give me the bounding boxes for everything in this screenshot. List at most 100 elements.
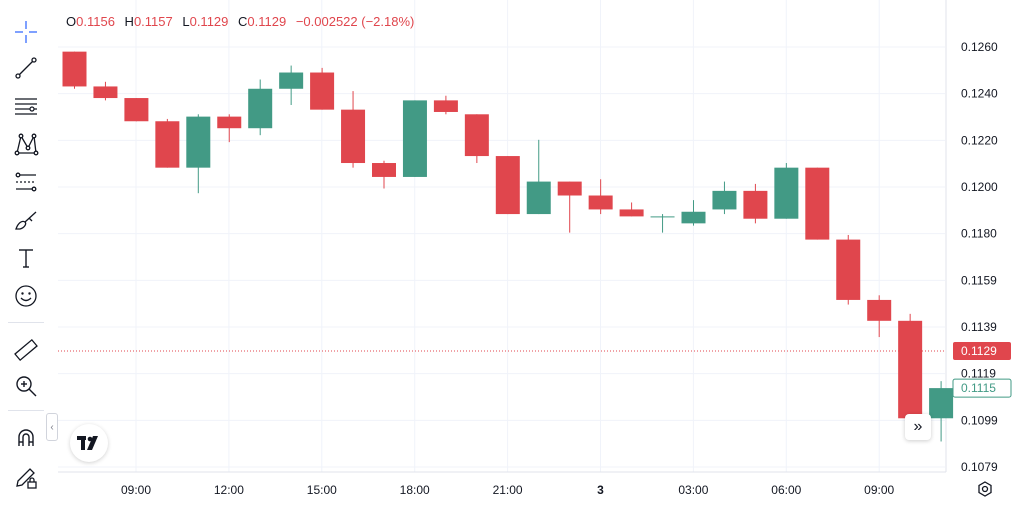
price-tick-label: 0.1240 bbox=[961, 87, 998, 101]
price-tick-label: 0.1139 bbox=[961, 320, 997, 334]
price-tick-label: 0.1099 bbox=[961, 413, 998, 427]
fib-tool-icon[interactable] bbox=[8, 164, 44, 200]
scroll-to-realtime-button[interactable]: » bbox=[905, 414, 931, 440]
horizontal-lines-icon[interactable] bbox=[8, 88, 44, 124]
emoji-icon[interactable] bbox=[8, 278, 44, 314]
lock-pencil-icon[interactable] bbox=[8, 460, 44, 496]
close-value: 0.1129 bbox=[247, 14, 287, 29]
candle-body bbox=[248, 88, 273, 129]
candle bbox=[619, 202, 644, 217]
candle bbox=[310, 67, 335, 110]
candle-body bbox=[650, 216, 675, 218]
time-tick-label: 21:00 bbox=[493, 483, 523, 497]
candle-body bbox=[588, 195, 613, 210]
zoom-in-icon[interactable] bbox=[8, 368, 44, 404]
ruler-icon[interactable] bbox=[8, 332, 44, 368]
candle bbox=[650, 214, 675, 233]
candle bbox=[124, 98, 149, 122]
price-tick-label: 0.1180 bbox=[961, 227, 997, 241]
candle-body bbox=[433, 100, 458, 112]
candle-body bbox=[743, 190, 768, 219]
candle-body bbox=[712, 190, 737, 210]
candle bbox=[464, 114, 489, 164]
time-tick-label: 18:00 bbox=[400, 483, 430, 497]
time-tick-label: 3 bbox=[597, 483, 604, 497]
crosshair-icon[interactable] bbox=[8, 14, 44, 50]
candle-body bbox=[526, 181, 551, 215]
candle bbox=[929, 381, 954, 442]
time-tick-label: 09:00 bbox=[864, 483, 894, 497]
candle-body bbox=[93, 86, 118, 99]
candle-body bbox=[341, 109, 366, 164]
candle bbox=[743, 183, 768, 224]
trend-line-icon[interactable] bbox=[8, 50, 44, 86]
chart-grid bbox=[58, 0, 947, 473]
low-value: 0.1129 bbox=[189, 14, 229, 29]
candle-body bbox=[402, 100, 427, 177]
open-key: O bbox=[66, 14, 77, 29]
candle bbox=[62, 51, 87, 89]
toolbar-separator bbox=[8, 410, 44, 411]
text-icon[interactable] bbox=[8, 240, 44, 276]
pattern-icon[interactable] bbox=[8, 126, 44, 162]
candle bbox=[279, 65, 304, 106]
current-price-label: 0.1115 bbox=[961, 381, 996, 395]
price-tick-label: 0.1220 bbox=[961, 133, 998, 147]
candle bbox=[93, 81, 118, 101]
price-tick-label: 0.1159 bbox=[961, 273, 997, 287]
time-tick-label: 09:00 bbox=[121, 483, 151, 497]
candle-body bbox=[495, 156, 520, 215]
candle-body bbox=[186, 116, 211, 168]
candle-body bbox=[867, 299, 892, 321]
candle-body bbox=[217, 116, 242, 129]
candle-body bbox=[557, 181, 582, 196]
brush-icon[interactable] bbox=[8, 202, 44, 238]
candle-body bbox=[372, 163, 396, 177]
candle-body bbox=[898, 320, 923, 419]
candle-body bbox=[681, 211, 706, 224]
price-tick-label: 0.1119 bbox=[961, 367, 996, 381]
candle-body bbox=[619, 209, 644, 217]
last-price-label: 0.1129 bbox=[961, 344, 997, 358]
low-key: L bbox=[182, 14, 190, 29]
toolbar-collapse-button[interactable]: ‹ bbox=[46, 413, 58, 441]
candle-body bbox=[310, 72, 335, 110]
time-tick-label: 03:00 bbox=[678, 483, 708, 497]
close-key: C bbox=[238, 14, 248, 29]
candle-body bbox=[929, 388, 954, 419]
candle-body bbox=[774, 167, 799, 219]
magnet-icon[interactable] bbox=[8, 420, 44, 456]
candle bbox=[186, 114, 211, 194]
tradingview-logo[interactable] bbox=[70, 424, 108, 462]
candle bbox=[402, 100, 427, 177]
price-tick-label: 0.1200 bbox=[961, 180, 998, 194]
candle bbox=[712, 181, 737, 215]
candle bbox=[372, 160, 396, 189]
candle bbox=[588, 179, 613, 215]
candle-body bbox=[805, 167, 830, 240]
price-markers: 0.1129 0.1115 bbox=[58, 341, 1012, 398]
candle bbox=[867, 295, 892, 338]
axis-settings-icon[interactable] bbox=[975, 479, 995, 499]
candle bbox=[526, 139, 551, 215]
candle bbox=[341, 91, 366, 168]
candle bbox=[557, 181, 582, 233]
price-tick-label: 0.1079 bbox=[961, 460, 998, 474]
high-key: H bbox=[124, 14, 134, 29]
time-axis[interactable]: 09:00 12:00 15:00 18:00 21:00 3 03:00 06:00 09:0… bbox=[121, 483, 895, 497]
candle bbox=[217, 114, 242, 143]
candle-body bbox=[155, 121, 180, 168]
candle-body bbox=[62, 51, 87, 87]
candle bbox=[681, 200, 706, 226]
candle bbox=[433, 95, 458, 115]
price-axis[interactable]: 0.1260 0.1240 0.1220 0.1200 0.1180 0.1159 0.11… bbox=[961, 40, 998, 474]
time-tick-label: 06:00 bbox=[771, 483, 801, 497]
candles-layer bbox=[62, 51, 954, 442]
candle-body bbox=[279, 72, 304, 89]
time-tick-label: 12:00 bbox=[214, 483, 244, 497]
drawing-toolbar bbox=[0, 0, 52, 511]
last-price-badge bbox=[953, 341, 1011, 360]
candle bbox=[155, 118, 180, 168]
candle-body bbox=[464, 114, 489, 157]
